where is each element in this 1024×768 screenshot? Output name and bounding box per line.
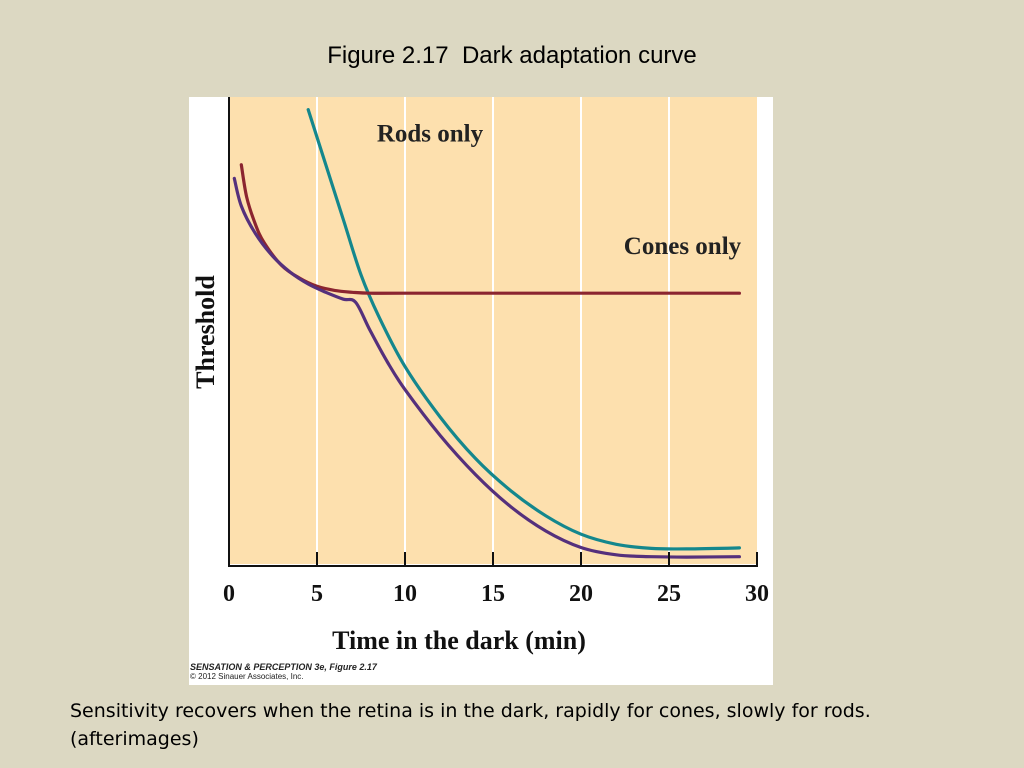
x-ticks: 0 5 10 15 20 25 30: [223, 552, 769, 607]
slide-title: Figure 2.17 Dark adaptation curve: [327, 42, 697, 69]
credit-copyright: © 2012 Sinauer Associates, Inc.: [190, 672, 304, 681]
caption-line-2: (afterimages): [70, 728, 199, 750]
x-tick-label-20: 20: [569, 581, 593, 607]
x-tick-label-25: 25: [657, 581, 681, 607]
x-tick-label-15: 15: [481, 581, 505, 607]
series-labels: Rods only Cones only: [377, 121, 742, 260]
y-axis-label: Threshold: [191, 275, 220, 389]
x-tick-label-0: 0: [223, 581, 235, 607]
figure-panel: 0 5 10 15 20 25 30 Rods only Cones only Time in…: [189, 97, 773, 685]
grid-lines: [316, 97, 670, 564]
series-lines: [232, 108, 741, 559]
series-line-cones-only: [239, 163, 741, 295]
slide-caption: Sensitivity recovers when the retina is …: [70, 697, 970, 753]
dark-adaptation-chart: 0 5 10 15 20 25 30 Rods only Cones only Time in…: [191, 97, 769, 655]
series-line-rods-only: [306, 108, 741, 551]
credit-book-title: SENSATION & PERCEPTION 3e, Figure 2.17: [190, 662, 377, 672]
x-axis-label: Time in the dark (min): [332, 626, 586, 655]
figure-credit: SENSATION & PERCEPTION 3e, Figure 2.17 ©…: [190, 662, 377, 681]
x-tick-label-5: 5: [311, 581, 323, 607]
series-line-combined-2: [232, 176, 741, 559]
caption-line-1: Sensitivity recovers when the retina is …: [70, 700, 871, 722]
x-tick-label-30: 30: [745, 581, 769, 607]
series-label-cones-only: Cones only: [624, 233, 742, 260]
x-tick-label-10: 10: [393, 581, 417, 607]
series-label-rods-only: Rods only: [377, 121, 484, 148]
